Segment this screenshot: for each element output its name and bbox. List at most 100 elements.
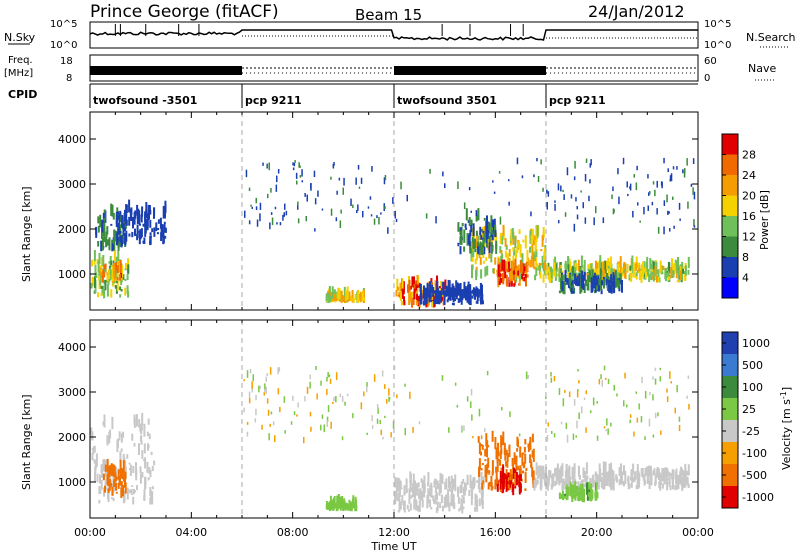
range-cell	[542, 235, 544, 247]
range-cell	[610, 274, 612, 283]
range-cell	[471, 493, 473, 506]
range-cell	[501, 254, 503, 259]
range-cell	[652, 394, 654, 400]
range-cell	[310, 183, 312, 189]
range-cell	[650, 274, 652, 280]
freq-label-2: [MHz]	[4, 68, 33, 79]
range-cell	[637, 418, 639, 423]
cpid-label: CPID	[8, 88, 37, 101]
range-cell	[482, 463, 484, 465]
range-cell	[250, 205, 252, 207]
range-cell	[486, 464, 488, 473]
range-cell	[471, 220, 473, 226]
range-cell	[453, 503, 455, 509]
range-cell	[361, 402, 363, 409]
range-cell	[363, 391, 365, 396]
range-cell	[388, 388, 390, 395]
range-cell	[542, 188, 544, 192]
range-cell	[691, 184, 693, 187]
range-cell	[605, 378, 607, 380]
range-cell	[503, 225, 505, 236]
range-cell	[674, 266, 676, 271]
range-cell	[588, 196, 590, 201]
range-cell	[584, 260, 586, 272]
range-cell	[357, 290, 359, 301]
range-cell	[144, 457, 146, 468]
range-cell	[467, 475, 469, 485]
range-cell	[585, 478, 587, 481]
range-cell	[524, 447, 526, 453]
range-cell	[326, 377, 328, 382]
range-cell	[125, 263, 127, 269]
range-cell	[518, 241, 520, 247]
range-cell	[249, 398, 251, 403]
range-cell	[673, 270, 675, 277]
range-cell	[307, 387, 309, 394]
range-cell	[586, 159, 588, 163]
range-cell	[164, 212, 166, 219]
range-cell	[361, 178, 363, 184]
range-cell	[278, 388, 280, 394]
range-cell	[447, 493, 449, 506]
range-cell	[145, 202, 147, 212]
range-cell	[121, 289, 123, 292]
range-cell	[100, 269, 102, 272]
range-cell	[610, 268, 612, 274]
range-cell	[607, 428, 609, 434]
range-cell	[559, 388, 561, 395]
range-cell	[320, 425, 322, 431]
range-cell	[152, 486, 154, 489]
range-cell	[469, 284, 471, 295]
velocity-colorbar: 100050010025-25-100-500-1000	[722, 332, 774, 508]
range-cell	[525, 468, 527, 471]
range-cell	[249, 188, 251, 191]
range-cell	[474, 249, 476, 252]
range-cell	[451, 478, 453, 484]
range-cell	[527, 275, 529, 278]
range-cell	[463, 247, 465, 252]
range-cell	[276, 176, 278, 183]
range-cell	[467, 396, 469, 401]
range-cell	[603, 217, 605, 223]
colorbar-segment	[722, 175, 738, 196]
range-cell	[92, 448, 94, 450]
range-cell	[326, 295, 328, 301]
range-cell	[521, 453, 523, 466]
range-cell	[326, 501, 328, 510]
range-cell	[540, 249, 542, 251]
y-tick-label: 3000	[58, 178, 86, 191]
range-cell	[693, 158, 695, 164]
y-tick-label: 1000	[58, 476, 86, 489]
range-cell	[623, 465, 625, 475]
range-cell	[672, 481, 674, 489]
range-cell	[297, 205, 299, 210]
range-cell	[644, 474, 646, 486]
nsky-trace	[90, 24, 698, 40]
range-cell	[261, 425, 263, 430]
range-cell	[621, 268, 623, 273]
range-cell	[374, 219, 376, 225]
nsearch-tick-low: 10^0	[704, 40, 731, 51]
range-cell	[485, 433, 487, 446]
range-cell	[578, 413, 580, 420]
range-cell	[629, 420, 631, 424]
range-cell	[589, 270, 591, 282]
range-cell	[479, 458, 481, 469]
range-cell	[461, 289, 463, 300]
range-cell	[140, 466, 142, 473]
range-cell	[516, 448, 518, 452]
range-cell	[660, 476, 662, 481]
range-cell	[481, 483, 483, 489]
range-cell	[574, 399, 576, 406]
range-cell	[561, 484, 563, 491]
range-cell	[565, 270, 567, 282]
range-cell	[534, 483, 536, 485]
range-cell	[420, 294, 422, 304]
range-cell	[483, 240, 485, 246]
range-cell	[513, 283, 515, 287]
range-cell	[292, 396, 294, 401]
range-cell	[412, 427, 414, 433]
range-cell	[95, 227, 97, 235]
range-cell	[532, 434, 534, 443]
range-cell	[504, 443, 506, 455]
